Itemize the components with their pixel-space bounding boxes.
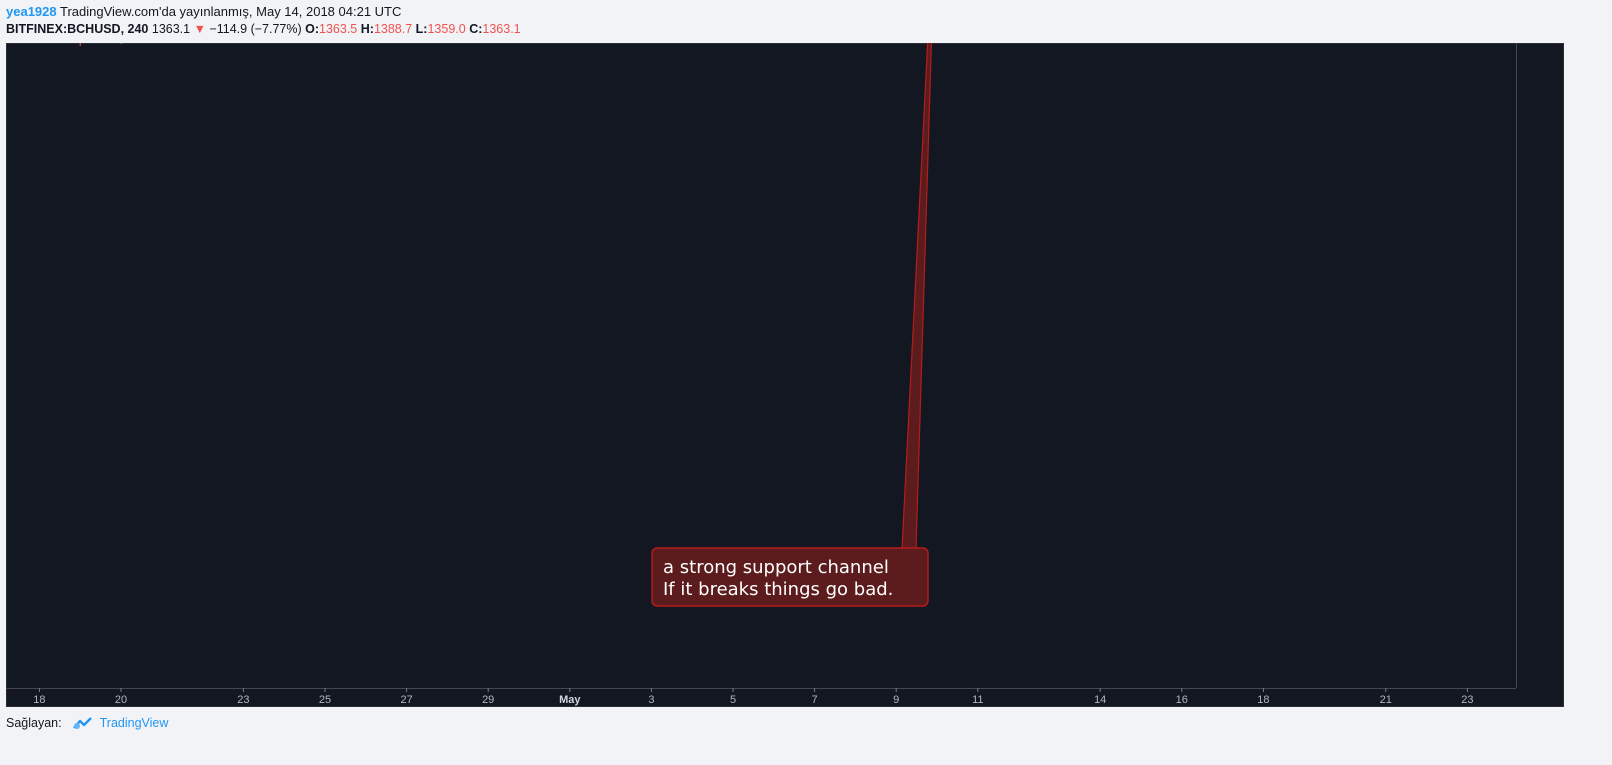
symbol-label: BITFINEX:BCHUSD, 240 [6, 22, 149, 36]
annotation-line2: If it breaks things go bad. [663, 579, 893, 600]
tradingview-logo-icon [72, 717, 92, 729]
low-label: L: [415, 22, 428, 36]
publish-info: yea1928 TradingView.com'da yayınlanmış, … [6, 4, 401, 19]
x-tick-label: 18 [33, 694, 45, 706]
low-value: 1359.0 [427, 22, 466, 36]
tradingview-link[interactable]: TradingView [99, 716, 169, 730]
publish-text: TradingView.com'da yayınlanmış, May 14, … [56, 4, 402, 19]
annotation-box [651, 547, 929, 607]
high-label: H: [360, 22, 374, 36]
open-value: 1363.5 [319, 22, 358, 36]
x-tick-label: 21 [1380, 694, 1392, 706]
x-tick-label: 27 [400, 694, 412, 706]
x-tick-label: 18 [1257, 694, 1269, 706]
x-tick-label: 20 [115, 694, 127, 706]
price-chart[interactable]: 1000.01040.01080.01120.01160.01200.01240… [6, 43, 1564, 707]
x-tick-label: 23 [1461, 694, 1473, 706]
x-tick-label: 14 [1094, 694, 1106, 706]
x-tick-label: 7 [812, 694, 818, 706]
footer: Sağlayan: TradingView [6, 716, 168, 730]
x-tick-label: 3 [648, 694, 654, 706]
author-link[interactable]: yea1928 [6, 4, 57, 19]
high-value: 1388.7 [373, 22, 413, 36]
x-tick-label: 9 [893, 694, 899, 706]
x-tick-label: 11 [972, 694, 983, 706]
provided-by-label: Sağlayan: [6, 716, 62, 730]
last-price: 1363.1 [151, 22, 191, 36]
x-tick-label: 16 [1176, 694, 1188, 706]
annotation-line1: a strong support channel [663, 557, 889, 578]
down-arrow-icon: ▼ [193, 22, 206, 36]
ohlc-legend: BITFINEX:BCHUSD, 240 1363.1 ▼ −114.9 (−7… [6, 22, 521, 36]
x-tick-label: 25 [319, 694, 331, 706]
open-label: O: [305, 22, 320, 36]
x-tick-label: May [559, 694, 581, 706]
close-label: C: [469, 22, 483, 36]
close-value: 1363.1 [482, 22, 521, 36]
x-tick-label: 29 [482, 694, 494, 706]
x-tick-label: 5 [730, 694, 736, 706]
annotation-pointer [901, 43, 932, 550]
candles [79, 43, 122, 47]
x-tick-label: 23 [237, 694, 249, 706]
price-change: −114.9 (−7.77%) [209, 22, 302, 36]
